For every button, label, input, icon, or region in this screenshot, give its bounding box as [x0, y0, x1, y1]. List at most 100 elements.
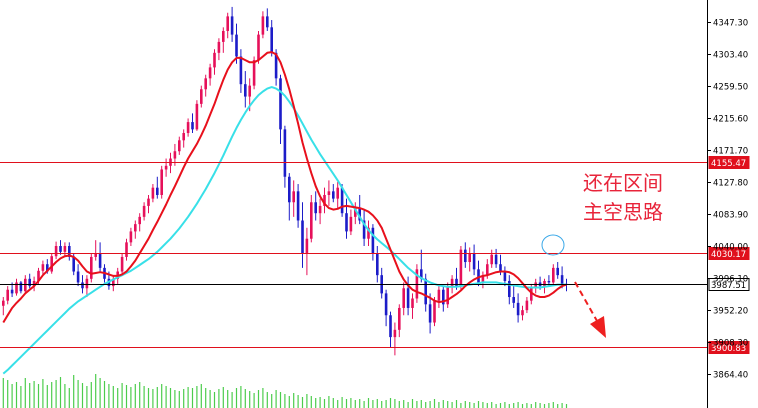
candle-body — [455, 278, 458, 287]
candle-body — [499, 264, 502, 272]
candle-body — [222, 30, 225, 42]
candle — [494, 248, 498, 268]
candle-body — [160, 169, 163, 195]
candle-body — [428, 304, 432, 323]
candle — [490, 249, 493, 268]
candle-body — [354, 208, 357, 217]
candle-body — [442, 289, 445, 305]
level-price-box-bg — [708, 156, 750, 169]
candle — [76, 264, 80, 287]
candle — [112, 275, 115, 292]
candle-body — [521, 310, 524, 316]
candle — [204, 74, 207, 97]
candle — [459, 246, 463, 290]
candle-body — [468, 253, 471, 263]
candle — [222, 27, 225, 53]
y-tick-label: 3908.30 — [713, 339, 748, 349]
candle-body — [336, 187, 339, 199]
candle — [68, 242, 71, 261]
candle-body — [270, 27, 273, 53]
candle-body — [477, 269, 480, 283]
candle — [195, 100, 199, 131]
candle-body — [323, 194, 326, 206]
candle — [552, 264, 555, 284]
candle-body — [85, 278, 89, 289]
candle — [191, 113, 194, 134]
candle — [323, 187, 326, 214]
candle-body — [327, 191, 331, 195]
candle-body — [301, 220, 304, 254]
candle-body — [204, 78, 207, 90]
candle — [367, 220, 370, 246]
candle-body — [32, 280, 36, 287]
candle — [525, 297, 529, 314]
candle-body — [512, 297, 515, 303]
candle-body — [279, 78, 282, 130]
candle — [345, 198, 348, 239]
candle-body — [72, 256, 75, 272]
candle-body — [151, 187, 155, 199]
moving-averages — [2, 51, 567, 375]
candle — [142, 202, 146, 221]
candle-body — [98, 253, 102, 268]
candle — [305, 227, 309, 276]
candle-body — [516, 302, 520, 316]
candle-body — [424, 278, 427, 305]
candle — [2, 297, 5, 316]
y-tick-label: 4347.30 — [713, 19, 748, 29]
candle — [512, 286, 515, 308]
candle — [41, 260, 45, 276]
candle — [398, 304, 401, 338]
candle-body — [63, 246, 67, 252]
candle — [59, 240, 62, 255]
candle-body — [46, 264, 49, 272]
candle — [358, 194, 361, 225]
candle — [521, 305, 524, 321]
candle — [125, 238, 128, 261]
candle-body — [217, 41, 221, 53]
candle-body — [406, 288, 410, 308]
candle-body — [134, 224, 137, 232]
level-price-label: 3987.51 — [711, 281, 746, 291]
candle-body — [288, 176, 291, 203]
candle-body — [503, 271, 507, 281]
candle-body — [226, 16, 229, 31]
candle-body — [433, 300, 436, 323]
level-price-label: 4030.17 — [711, 250, 746, 260]
candle — [239, 49, 243, 93]
candle — [283, 125, 287, 188]
candle — [270, 20, 273, 57]
candle — [200, 85, 203, 108]
candle — [301, 202, 304, 268]
candle — [226, 12, 229, 39]
candle-body — [398, 307, 401, 330]
candle — [28, 273, 31, 289]
candle-body — [2, 300, 5, 306]
candle — [182, 129, 185, 148]
candle-body — [186, 122, 190, 134]
candle — [164, 158, 168, 177]
candle-body — [129, 231, 133, 243]
candle-body — [547, 280, 551, 283]
candle-body — [266, 16, 269, 28]
candle — [6, 286, 9, 305]
horizontal-levels: 4155.47 4030.17 3987.51 3900.83 — [0, 156, 750, 354]
candle — [19, 280, 23, 294]
candle — [160, 165, 163, 199]
candle-body — [257, 34, 260, 61]
candle — [349, 209, 353, 236]
candle-body — [472, 253, 476, 270]
y-tick-label: 4259.50 — [713, 83, 748, 93]
candle-body — [371, 227, 375, 254]
candle-body — [90, 256, 93, 279]
candle-body — [178, 140, 181, 152]
candle — [151, 184, 155, 203]
y-tick-label: 3952.20 — [713, 307, 748, 317]
candle-body — [76, 271, 80, 283]
fast-moving-average-line — [2, 51, 567, 324]
candle — [217, 38, 221, 61]
candle — [98, 242, 102, 272]
candle-body — [59, 246, 62, 252]
candle — [318, 198, 322, 225]
